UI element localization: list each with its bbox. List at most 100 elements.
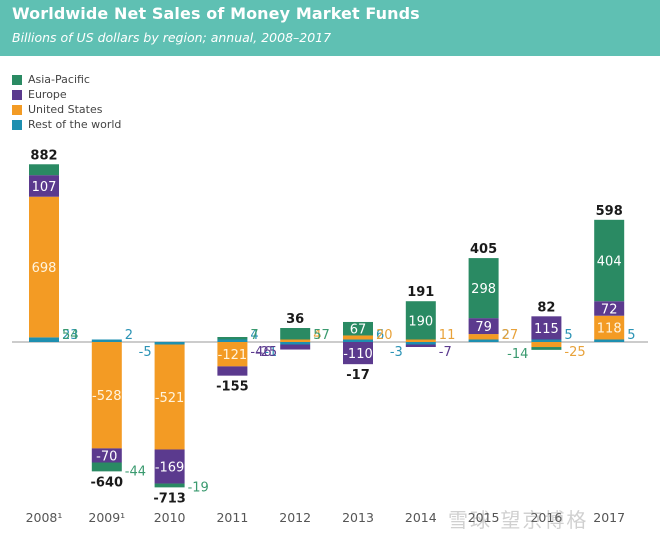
bar-segment-united-states-0 (29, 196, 59, 338)
chart-header: Worldwide Net Sales of Money Market Fund… (0, 0, 660, 56)
x-tick-label: 2013 (342, 510, 374, 525)
legend-swatch-rest-of-world (12, 119, 22, 130)
bar-segment-rest-of-world-7 (468, 339, 499, 342)
side-label-rest-of-world: 6 (376, 328, 384, 343)
x-tick-label: 2015 (468, 510, 500, 525)
bar-segment-europe-1 (91, 448, 122, 463)
bar-segment-europe-5 (343, 342, 373, 365)
bar-segment-asia-pacific-1 (91, 462, 122, 472)
bar-segment-united-states-2 (154, 344, 185, 450)
segment-label: 190 (408, 314, 433, 329)
segment-label: 118 (597, 322, 622, 337)
side-label-europe: -46 (250, 345, 271, 360)
bar-segment-united-states-6 (405, 339, 436, 342)
segment-label: 72 (601, 302, 618, 317)
side-label-rest-of-world: 23 (62, 328, 79, 343)
segment-label: 107 (32, 180, 57, 195)
total-label: 598 (596, 204, 623, 219)
bar-segment-europe-2 (154, 449, 185, 484)
x-tick-label: 2009¹ (88, 510, 125, 525)
legend-item-rest-of-world: Rest of the world (12, 117, 121, 132)
chart-title: Worldwide Net Sales of Money Market Fund… (12, 4, 420, 23)
side-label-asia-pacific: -44 (125, 464, 146, 479)
bar-segment-united-states-4 (280, 339, 311, 342)
bar-segment-europe-7 (468, 318, 499, 335)
segment-label: 115 (534, 322, 559, 337)
side-label-united-states: 4 (313, 328, 321, 343)
side-label-rest-of-world: 5 (627, 328, 635, 343)
bar-segment-rest-of-world-8 (531, 339, 562, 342)
bar-segment-asia-pacific-2 (154, 483, 185, 488)
legend-item-europe: Europe (12, 87, 121, 102)
segment-label: 79 (475, 320, 492, 335)
bar-segment-europe-9 (594, 301, 625, 316)
total-label: -640 (91, 475, 124, 490)
segment-label: -528 (92, 389, 122, 404)
legend-item-united-states: United States (12, 102, 121, 117)
total-label: 36 (286, 312, 304, 327)
bar-segment-rest-of-world-6 (405, 342, 436, 345)
x-tick-label: 2017 (593, 510, 625, 525)
total-label: -17 (346, 368, 370, 383)
side-label-rest-of-world: 2 (502, 328, 510, 343)
side-label-united-states: 27 (502, 328, 519, 343)
x-tick-label: 2011 (216, 510, 248, 525)
side-label-asia-pacific: 7 (250, 328, 258, 343)
bar-segment-asia-pacific-8 (531, 347, 562, 350)
bar-segment-united-states-1 (91, 342, 122, 449)
bar-segment-united-states-7 (468, 334, 499, 340)
bar-segment-asia-pacific-5 (343, 321, 373, 336)
bar-segment-rest-of-world-1 (91, 339, 122, 342)
bar-segment-europe-6 (405, 344, 436, 347)
bar-segment-asia-pacific-4 (280, 328, 311, 340)
watermark: 雪球 望京博格 (448, 508, 589, 532)
x-tick-label: 2014 (405, 510, 437, 525)
side-label-asia-pacific: 54 (62, 328, 79, 343)
total-label: 882 (30, 148, 57, 163)
side-label-europe: -7 (439, 345, 452, 360)
side-label-asia-pacific: 57 (313, 328, 330, 343)
bar-segment-rest-of-world-5 (343, 339, 373, 342)
legend-swatch-europe (12, 89, 22, 100)
side-label-asia-pacific: -19 (188, 480, 209, 495)
total-label: 405 (470, 242, 497, 257)
total-label: -713 (153, 491, 186, 506)
bar-segment-asia-pacific-9 (594, 219, 625, 302)
total-label: -155 (216, 380, 249, 395)
legend-item-asia-pacific: Asia-Pacific (12, 72, 121, 87)
bar-segment-rest-of-world-0 (29, 337, 59, 342)
bar-segment-rest-of-world-4 (280, 342, 311, 345)
segment-label: -110 (343, 347, 373, 362)
x-tick-label: 2012 (279, 510, 311, 525)
segment-label: -521 (155, 391, 185, 406)
legend-label: Rest of the world (28, 118, 122, 131)
side-label-united-states: 11 (439, 328, 456, 343)
x-tick-label: 2008¹ (26, 510, 63, 525)
segment-label: -169 (155, 461, 185, 476)
segment-label: 698 (32, 261, 57, 276)
bar-segment-united-states-3 (217, 342, 248, 367)
x-tick-label: 2016 (530, 510, 562, 525)
bar-segment-united-states-9 (594, 315, 625, 340)
legend-label: United States (28, 103, 103, 116)
side-label-rest-of-world: -5 (139, 345, 152, 360)
bar-segment-united-states-8 (531, 342, 562, 348)
side-label-europe: -25 (256, 345, 277, 360)
chart-subtitle: Billions of US dollars by region; annual… (12, 30, 332, 45)
total-label: 82 (537, 300, 555, 315)
bar-segment-rest-of-world-9 (594, 339, 625, 342)
bar-segment-united-states-5 (343, 335, 373, 340)
total-label: 191 (407, 285, 434, 300)
side-label-asia-pacific: -14 (507, 347, 528, 362)
segment-label: 298 (471, 282, 496, 297)
segment-label: -121 (218, 348, 248, 363)
side-label-rest-of-world: -1 (264, 345, 277, 360)
side-label-rest-of-world: 4 (250, 328, 258, 343)
legend-swatch-asia-pacific (12, 74, 22, 85)
bar-segment-europe-0 (29, 175, 59, 197)
bar-segment-rest-of-world-3 (217, 339, 248, 342)
legend-label: Europe (28, 88, 67, 101)
legend-label: Asia-Pacific (28, 73, 90, 86)
bar-segment-asia-pacific-6 (405, 301, 436, 340)
